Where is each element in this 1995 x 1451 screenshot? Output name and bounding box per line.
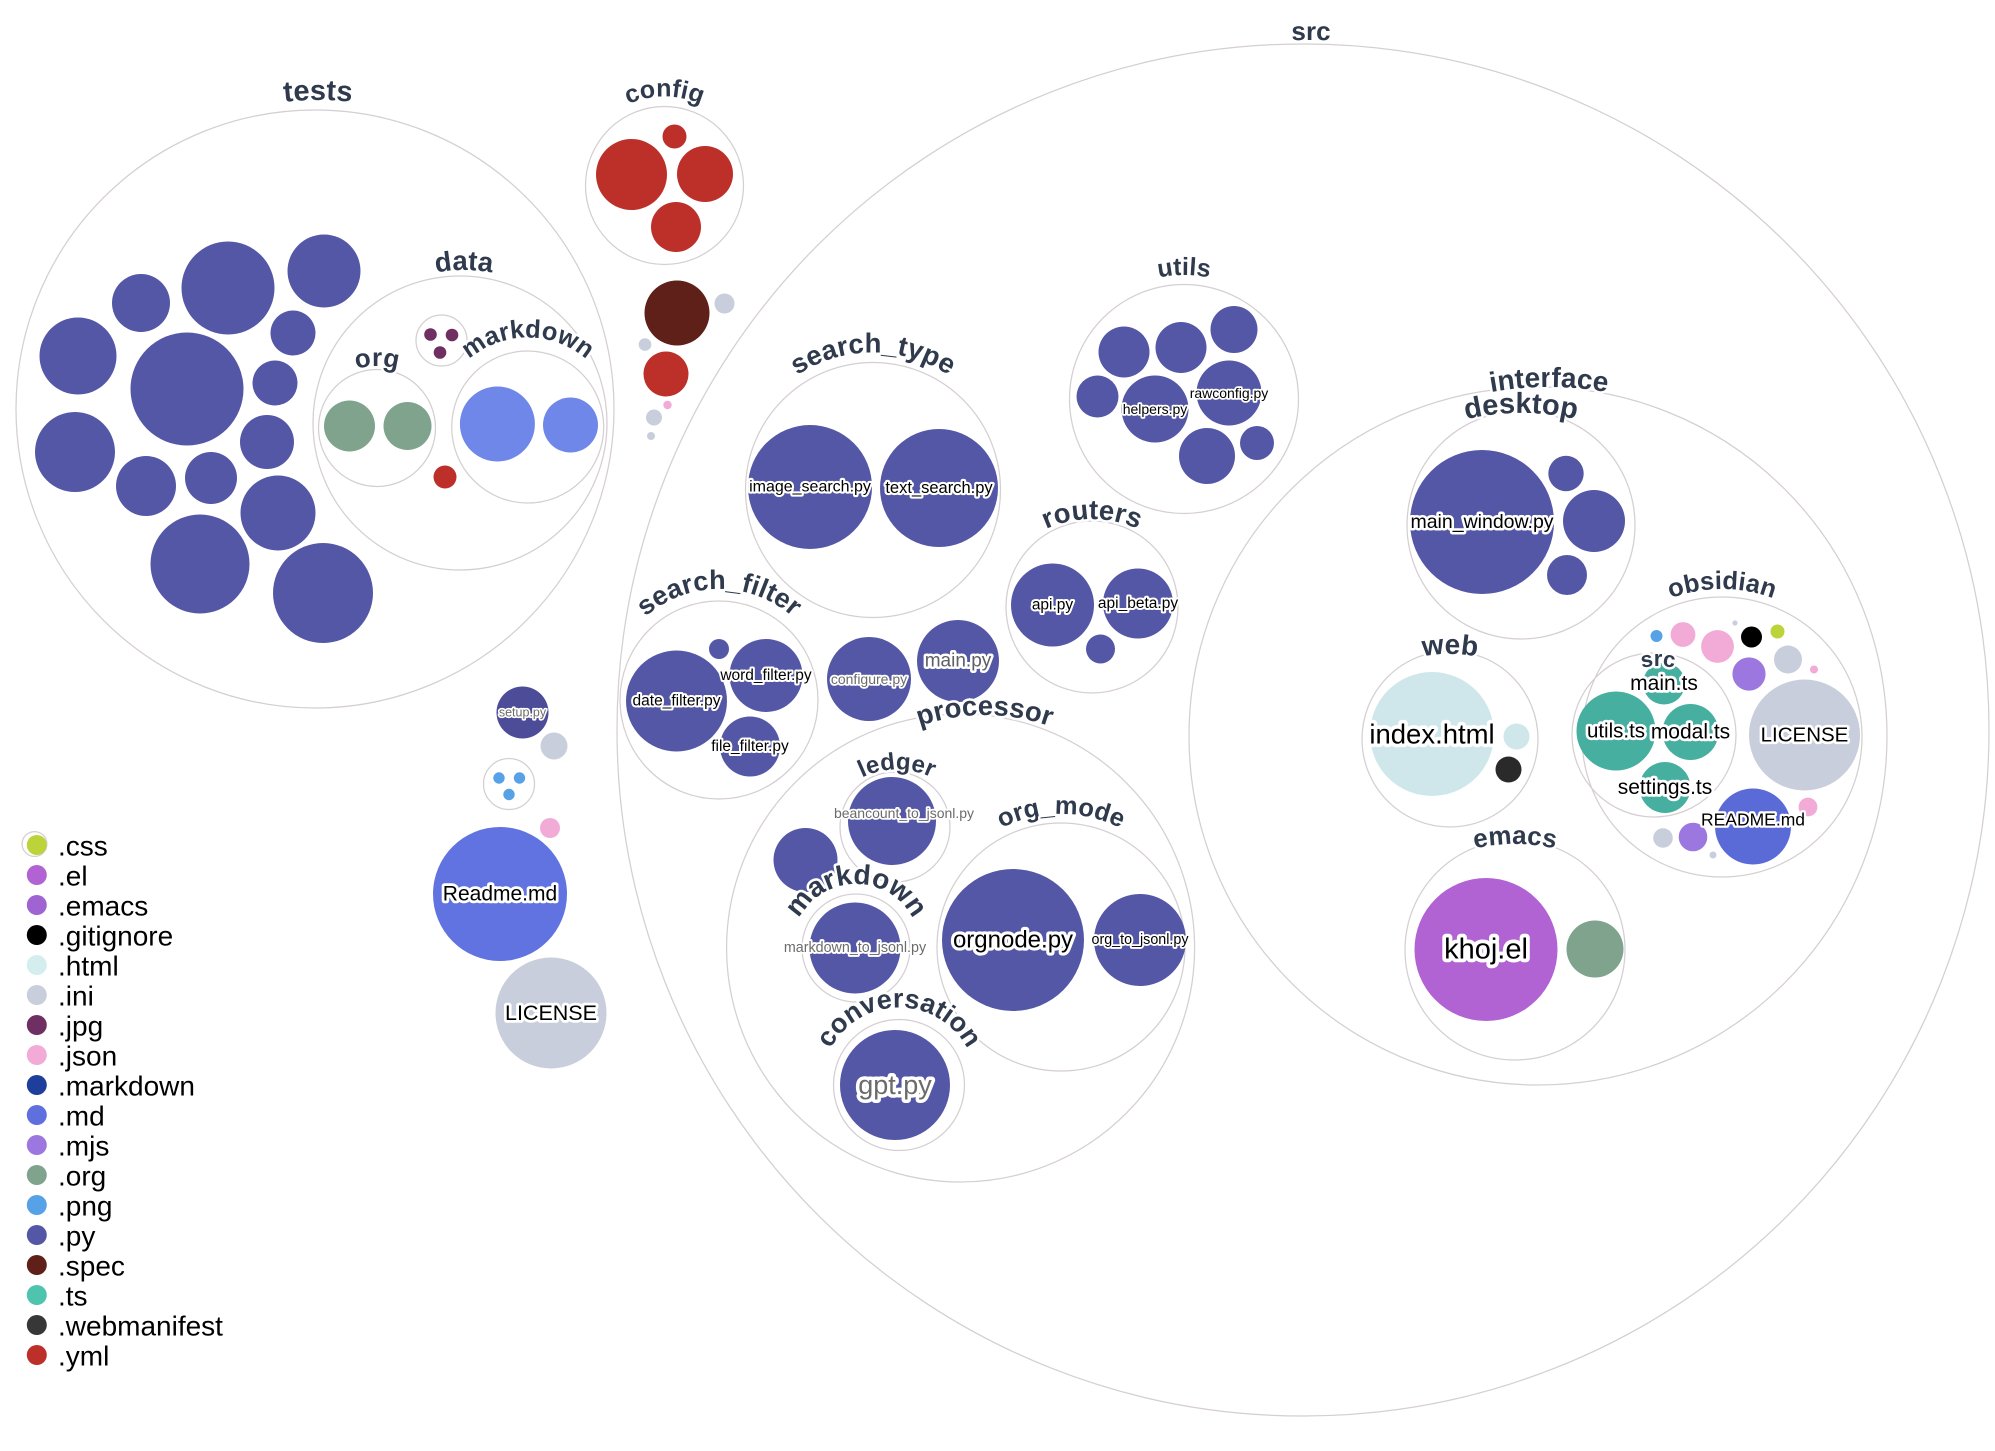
svg-text:org_to_jsonl.py: org_to_jsonl.py: [1092, 932, 1190, 948]
svg-text:data: data: [433, 245, 497, 279]
svg-text:.html: .html: [58, 951, 119, 982]
svg-text:beancount_to_jsonl.py: beancount_to_jsonl.py: [834, 805, 974, 821]
svg-text:api_beta.py: api_beta.py: [1098, 595, 1178, 612]
svg-text:.ts: .ts: [58, 1281, 88, 1312]
svg-text:orgnode.py: orgnode.py: [953, 927, 1073, 954]
svg-text:.emacs: .emacs: [58, 891, 148, 922]
svg-text:LICENSE: LICENSE: [505, 1001, 597, 1025]
svg-text:setup.py: setup.py: [499, 706, 547, 720]
svg-text:.md: .md: [58, 1101, 105, 1132]
svg-text:.json: .json: [58, 1041, 117, 1072]
svg-text:.markdown: .markdown: [58, 1071, 195, 1102]
svg-text:api.py: api.py: [1032, 597, 1074, 614]
svg-text:markdown_to_jsonl.py: markdown_to_jsonl.py: [784, 940, 927, 956]
svg-text:.spec: .spec: [58, 1251, 125, 1282]
svg-text:LICENSE: LICENSE: [1761, 724, 1849, 747]
svg-text:README.md: README.md: [1701, 810, 1805, 830]
svg-text:org: org: [352, 342, 402, 375]
svg-text:.css: .css: [58, 831, 108, 862]
svg-text:utils: utils: [1155, 253, 1213, 283]
svg-text:date_filter.py: date_filter.py: [633, 693, 721, 710]
svg-text:khoj.el: khoj.el: [1444, 934, 1528, 966]
svg-text:main_window.py: main_window.py: [1410, 511, 1553, 533]
svg-text:emacs: emacs: [1470, 820, 1559, 855]
svg-text:.png: .png: [58, 1191, 113, 1222]
svg-text:file_filter.py: file_filter.py: [711, 738, 789, 755]
svg-text:.gitignore: .gitignore: [58, 921, 173, 952]
svg-text:index.html: index.html: [1369, 719, 1494, 750]
svg-text:.mjs: .mjs: [58, 1131, 109, 1162]
svg-text:rawconfig.py: rawconfig.py: [1190, 385, 1269, 401]
svg-text:src: src: [1639, 646, 1677, 673]
svg-text:word_filter.py: word_filter.py: [719, 667, 812, 684]
svg-text:text_search.py: text_search.py: [885, 479, 993, 497]
svg-text:utils.ts: utils.ts: [1587, 720, 1645, 743]
svg-text:.el: .el: [58, 861, 88, 892]
svg-text:src: src: [1291, 16, 1331, 46]
svg-text:image_search.py: image_search.py: [749, 479, 871, 496]
svg-text:modal.ts: modal.ts: [1651, 721, 1730, 744]
svg-text:.webmanifest: .webmanifest: [58, 1311, 223, 1342]
svg-text:.org: .org: [58, 1161, 106, 1192]
svg-text:.ini: .ini: [58, 981, 94, 1012]
svg-text:settings.ts: settings.ts: [1618, 776, 1713, 799]
svg-text:main.ts: main.ts: [1630, 672, 1698, 695]
svg-text:main.py: main.py: [925, 651, 992, 672]
svg-text:Readme.md: Readme.md: [443, 883, 557, 906]
svg-text:web: web: [1419, 629, 1480, 662]
svg-text:configure.py: configure.py: [831, 671, 907, 687]
svg-text:gpt.py: gpt.py: [858, 1070, 932, 1100]
svg-text:.py: .py: [58, 1221, 95, 1252]
svg-text:.yml: .yml: [58, 1341, 109, 1372]
svg-text:helpers.py: helpers.py: [1123, 401, 1188, 417]
svg-text:.jpg: .jpg: [58, 1011, 103, 1042]
